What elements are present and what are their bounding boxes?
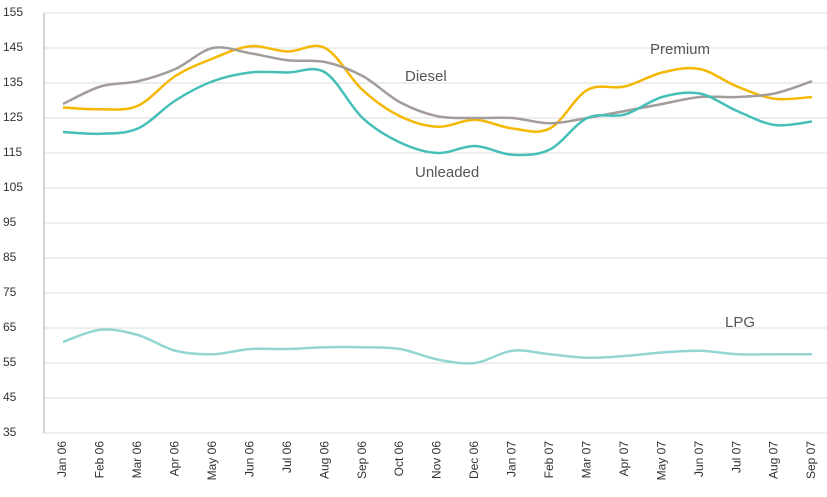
x-tick-label: Sep 07 [804, 441, 818, 479]
x-tick-label: Jul 06 [280, 441, 294, 473]
y-tick-label: 75 [3, 285, 17, 299]
x-tick-label: Jun 07 [692, 441, 706, 477]
y-tick-label: 115 [3, 145, 22, 159]
y-tick-label: 135 [3, 75, 23, 89]
y-tick-label: 45 [3, 390, 17, 404]
y-tick-label: 85 [3, 250, 17, 264]
y-tick-label: 125 [3, 110, 23, 124]
y-tick-label: 105 [3, 180, 23, 194]
series-label: Unleaded [415, 164, 479, 181]
x-tick-label: Jul 07 [729, 441, 743, 473]
series-line [62, 46, 813, 125]
series-label: LPG [725, 314, 755, 331]
x-tick-label: May 06 [205, 441, 219, 481]
x-tick-label: Jun 06 [242, 441, 256, 477]
series-line [62, 67, 813, 157]
y-tick-label: 35 [3, 425, 17, 439]
y-tick-label: 145 [3, 40, 23, 54]
series-line [62, 44, 813, 133]
x-tick-label: Sep 06 [355, 441, 369, 479]
x-tick-label: Aug 06 [317, 441, 331, 479]
y-tick-label: 95 [3, 215, 17, 229]
series-label: Diesel [405, 68, 447, 85]
x-tick-label: Oct 06 [392, 441, 406, 477]
x-tick-label: Feb 07 [542, 441, 556, 479]
x-tick-label: Jan 06 [55, 441, 69, 477]
x-tick-label: Apr 07 [617, 441, 631, 477]
x-tick-label: May 07 [654, 441, 668, 481]
x-tick-label: Apr 06 [168, 441, 182, 477]
y-tick-label: 155 [3, 5, 23, 19]
x-tick-label: Dec 06 [467, 441, 481, 479]
y-tick-label: 65 [3, 320, 17, 334]
x-tick-label: Aug 07 [767, 441, 781, 479]
x-tick-label: Mar 06 [130, 441, 144, 479]
x-tick-label: Mar 07 [579, 441, 593, 479]
y-tick-label: 55 [3, 355, 17, 369]
series-line [62, 328, 812, 365]
x-tick-label: Jan 07 [505, 441, 519, 477]
x-tick-label: Feb 06 [93, 441, 107, 479]
series-label: Premium [650, 41, 710, 58]
x-tick-label: Nov 06 [430, 441, 444, 479]
